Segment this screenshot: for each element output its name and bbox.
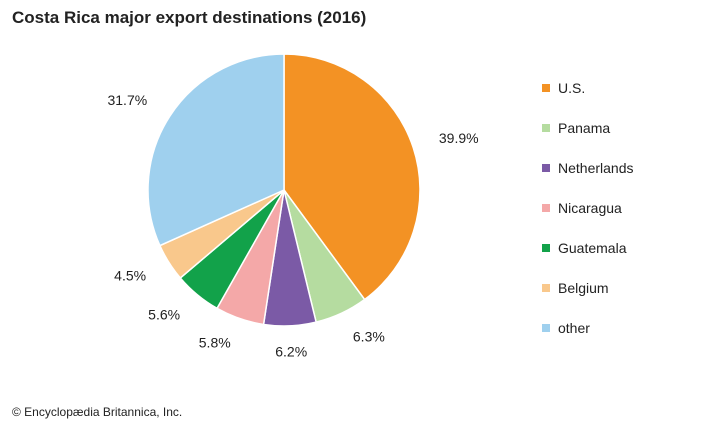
- pie-label-other: 31.7%: [107, 92, 147, 108]
- chart-title: Costa Rica major export destinations (20…: [12, 8, 367, 27]
- pie-slice-u-s: [283, 53, 421, 301]
- pie-slices: [147, 53, 421, 327]
- legend-swatch: [542, 244, 550, 252]
- legend-label: Guatemala: [558, 240, 627, 256]
- pie-slice-other: [147, 53, 285, 247]
- legend-item-panama: Panama: [542, 108, 634, 148]
- pie-label-guatemala: 5.6%: [148, 306, 180, 322]
- legend-swatch: [542, 204, 550, 212]
- legend-swatch: [542, 324, 550, 332]
- pie-label-u-s: 39.9%: [439, 130, 479, 146]
- legend-item-belgium: Belgium: [542, 268, 634, 308]
- pie-label-belgium: 4.5%: [114, 268, 146, 284]
- legend-item-netherlands: Netherlands: [542, 148, 634, 188]
- chart-legend: U.S. Panama Netherlands Nicaragua Guatemala B…: [542, 68, 634, 348]
- pie-label-netherlands: 6.2%: [275, 344, 307, 360]
- pie-labels: 39.9% 6.3% 6.2% 5.8% 5.6% 4.5% 31.7%: [107, 92, 478, 359]
- pie-label-nicaragua: 5.8%: [199, 335, 231, 351]
- legend-label: Belgium: [558, 280, 609, 296]
- legend-item-nicaragua: Nicaragua: [542, 188, 634, 228]
- legend-swatch: [542, 84, 550, 92]
- legend-label: U.S.: [558, 80, 586, 96]
- legend-label: Nicaragua: [558, 200, 622, 216]
- legend-item-guatemala: Guatemala: [542, 228, 634, 268]
- legend-swatch: [542, 124, 550, 132]
- copyright-credit: © Encyclopædia Britannica, Inc.: [12, 405, 183, 419]
- legend-item-other: other: [542, 308, 634, 348]
- legend-label: Panama: [558, 120, 611, 136]
- pie-label-panama: 6.3%: [353, 328, 385, 344]
- legend-swatch: [542, 284, 550, 292]
- legend-label: other: [558, 320, 590, 336]
- legend-swatch: [542, 164, 550, 172]
- legend-item-u-s: U.S.: [542, 68, 634, 108]
- legend-label: Netherlands: [558, 160, 634, 176]
